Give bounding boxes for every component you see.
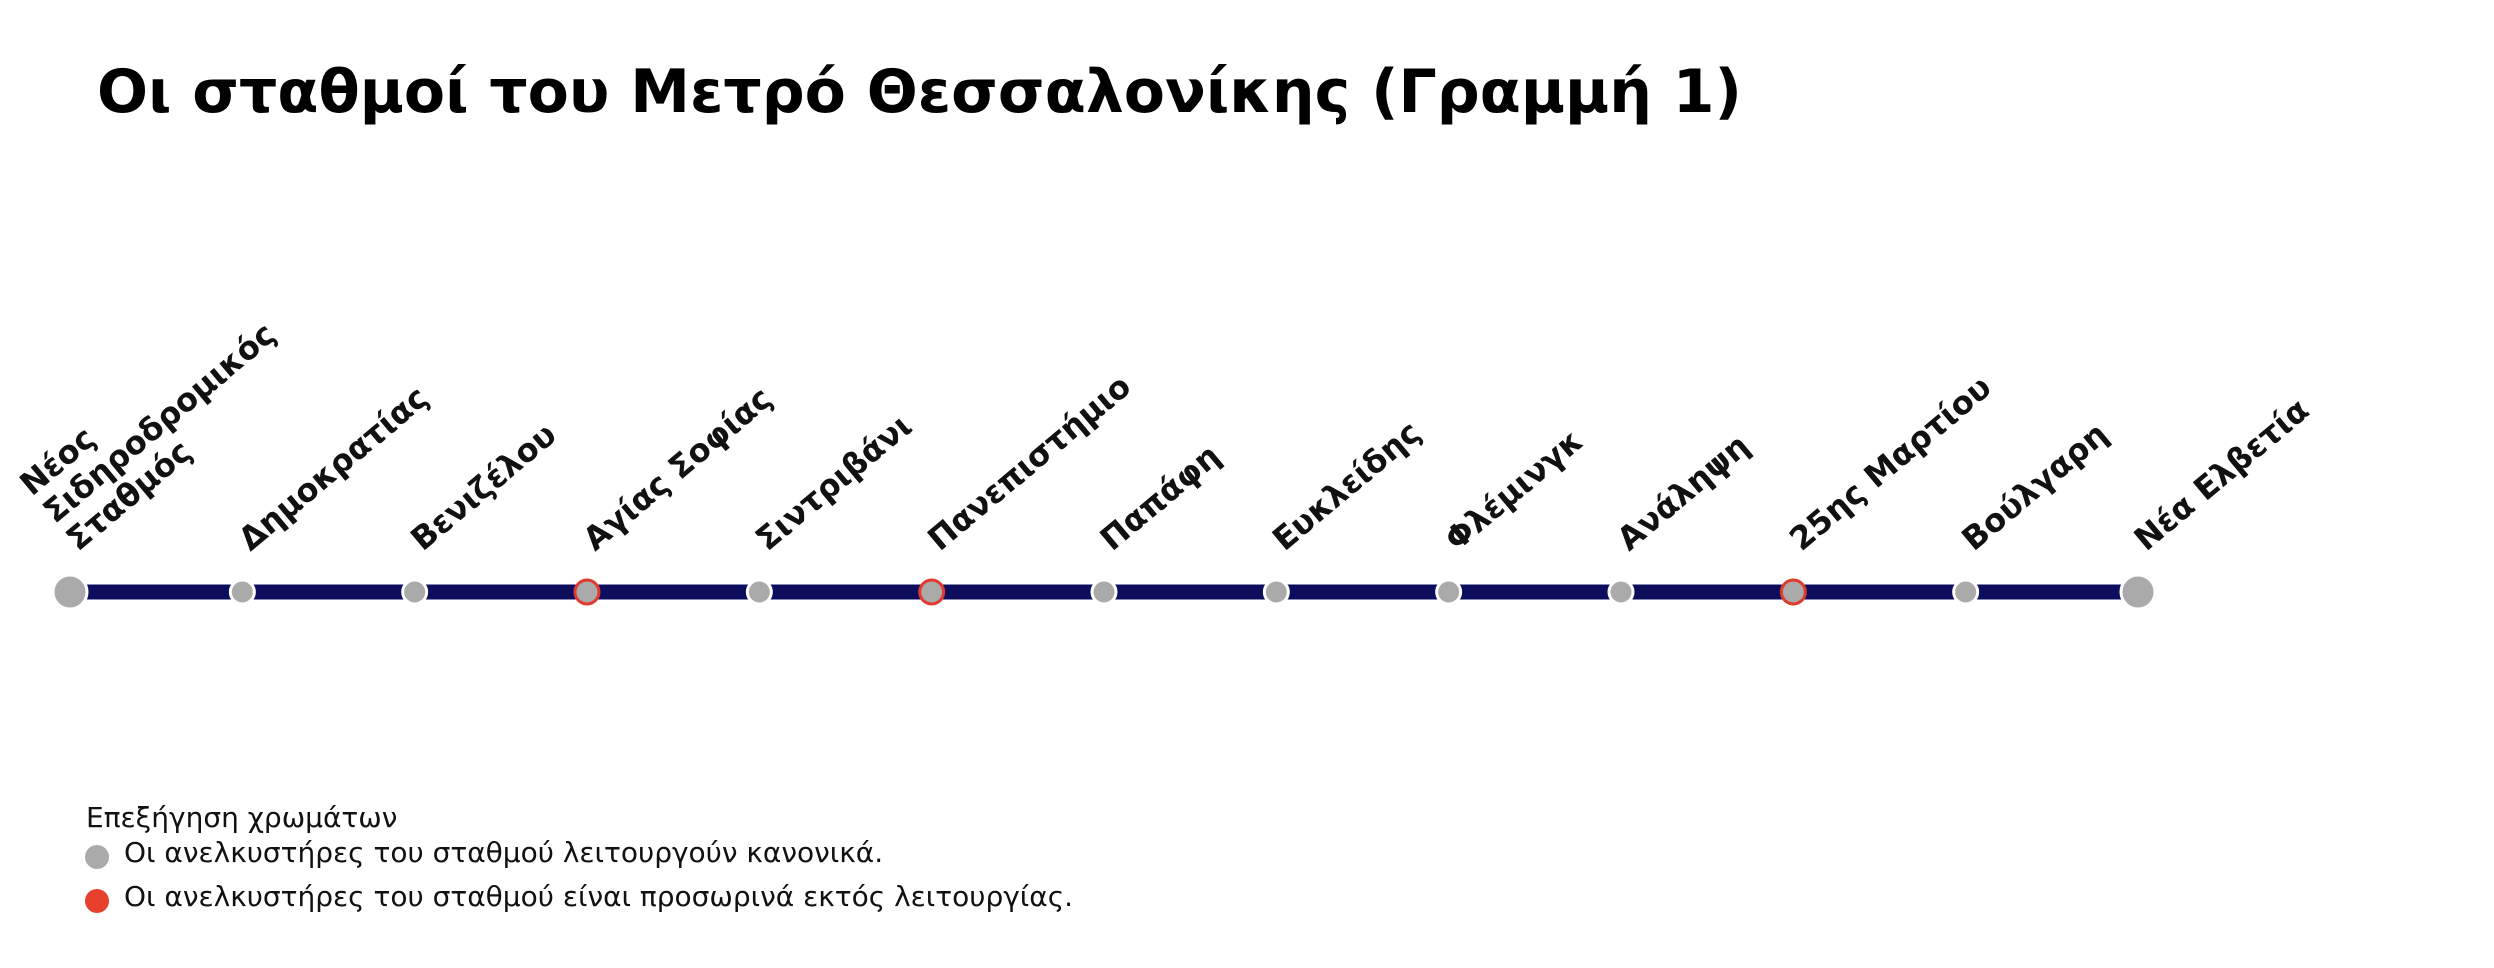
station-label-line: Νέα Ελβετία <box>2127 391 2316 559</box>
legend-dot <box>85 845 109 869</box>
station-dot <box>51 573 89 611</box>
station-label-line: Παπάφη <box>1093 437 1228 559</box>
station-label: Σιντριβάνι <box>748 406 919 558</box>
station-dot <box>1262 578 1290 606</box>
station-dot <box>1090 578 1118 606</box>
station-dot <box>745 578 773 606</box>
station-label: Βούλγαρη <box>1954 415 2115 558</box>
station-dot <box>1779 578 1807 606</box>
station-dot <box>1607 578 1635 606</box>
legend-label: Οι ανελκυστήρες του σταθμού είναι προσωρ… <box>124 880 1073 913</box>
legend-title: Επεξήγηση χρωμάτων <box>86 801 397 834</box>
station-label: Αγίας Σοφίας <box>576 379 779 558</box>
station-label-line: Βενιζέλου <box>403 415 563 558</box>
page-title: Οι σταθμοί του Μετρό Θεσσαλονίκης (Γραμμ… <box>97 57 1742 127</box>
station-label-line: Ευκλείδης <box>1265 413 1428 558</box>
station-dot <box>2119 573 2157 611</box>
station-dot <box>228 578 256 606</box>
station-dot <box>1435 578 1463 606</box>
station-label: Ανάληψη <box>1610 426 1757 558</box>
station-label: Φλέμινγκ <box>1437 421 1590 558</box>
legend-label: Οι ανελκυστήρες του σταθμού λειτουργούν … <box>124 836 883 869</box>
station-label-line: Αγίας Σοφίας <box>576 379 779 558</box>
station-label-line: Σιντριβάνι <box>748 406 919 558</box>
station-dot <box>918 578 946 606</box>
station-dot <box>573 578 601 606</box>
station-label: Ευκλείδης <box>1265 413 1428 558</box>
station-dot <box>1952 578 1980 606</box>
station-label: Βενιζέλου <box>403 415 563 558</box>
station-label: Νέα Ελβετία <box>2127 391 2316 559</box>
legend-dot <box>85 889 109 913</box>
station-label-line: Ανάληψη <box>1610 426 1757 558</box>
station-label: Παπάφη <box>1093 437 1228 559</box>
station-label-line: Βούλγαρη <box>1954 415 2115 558</box>
station-dot <box>401 578 429 606</box>
station-label-line: Φλέμινγκ <box>1437 421 1590 558</box>
